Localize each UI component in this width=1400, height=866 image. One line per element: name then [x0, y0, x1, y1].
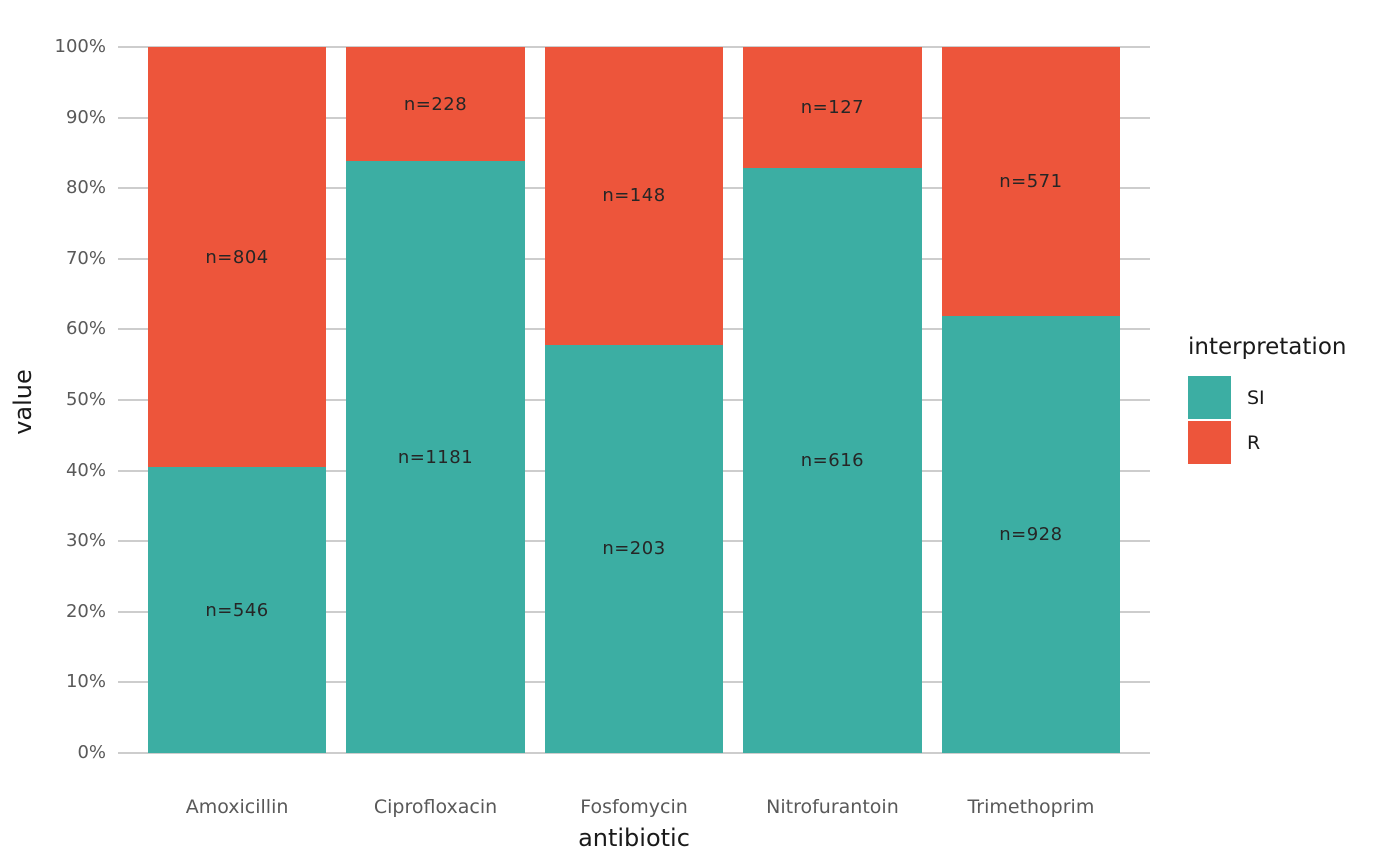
y-tick-label-70%: 70% [65, 247, 106, 269]
count-label-ciprofloxacin-r: n=228 [403, 93, 468, 115]
count-label-fosfomycin-si: n=203 [602, 538, 666, 560]
plot-panel: n=804 n=546 n=228 n=1181 n=148 n=203 n=127 n=61… [118, 46, 1150, 754]
count-label-trimethoprim-si: n=928 [999, 523, 1063, 545]
x-tick-label-fosfomycin: Fosfomycin [580, 796, 688, 818]
y-tick-label-0%: 0% [77, 742, 106, 763]
count-label-nitrofurantoin-si: n=616 [800, 449, 865, 471]
x-tick-label-amoxicillin: Amoxicillin [185, 796, 289, 818]
count-label-ciprofloxacin-si: n=1181 [397, 446, 474, 468]
segment-trimethoprim-r: n=571 [941, 47, 1121, 316]
segment-ciprofloxacin-r: n=228 [346, 47, 525, 162]
y-tick-label-100%: 100% [54, 36, 106, 57]
count-label-amoxicillin-si: n=546 [205, 599, 269, 621]
segment-ciprofloxacin-si: n=1181 [346, 161, 525, 753]
y-axis-title: value [9, 369, 37, 435]
bar-nitrofurantoin: n=127 n=616 [743, 47, 922, 753]
bar-amoxicillin: n=804 n=546 [147, 47, 327, 753]
legend-label-r: R [1247, 431, 1261, 454]
segment-nitrofurantoin-r: n=127 [743, 47, 922, 168]
y-tick-label-80%: 80% [65, 177, 106, 199]
y-tick-label-50%: 50% [65, 389, 106, 410]
y-tick-label-60%: 60% [65, 318, 106, 340]
segment-fosfomycin-r: n=148 [544, 47, 724, 345]
segment-amoxicillin-r: n=804 [147, 47, 327, 468]
count-label-fosfomycin-r: n=148 [602, 185, 666, 207]
bar-trimethoprim: n=571 n=928 [941, 47, 1121, 753]
y-tick-label-10%: 10% [65, 671, 106, 693]
y-tick-label-30%: 30% [65, 530, 106, 552]
legend-entry-si: SI [1188, 376, 1346, 419]
bar-fosfomycin: n=148 n=203 [544, 47, 724, 753]
x-tick-label-nitrofurantoin: Nitrofurantoin [766, 796, 899, 818]
segment-fosfomycin-si: n=203 [544, 344, 724, 753]
segment-trimethoprim-si: n=928 [941, 315, 1121, 753]
legend-title: interpretation [1188, 334, 1347, 360]
legend-entries: SI R [1188, 376, 1346, 464]
gridline-0% [118, 752, 1150, 754]
legend-swatch-r [1188, 421, 1231, 464]
y-tick-label-90%: 90% [65, 106, 106, 128]
count-label-nitrofurantoin-r: n=127 [800, 96, 865, 118]
legend-label-si: SI [1247, 386, 1265, 409]
segment-nitrofurantoin-si: n=616 [743, 167, 922, 753]
segment-amoxicillin-si: n=546 [147, 467, 327, 753]
legend: interpretation SI R [1188, 334, 1346, 466]
legend-swatch-si [1188, 376, 1231, 419]
count-label-amoxicillin-r: n=804 [205, 246, 269, 268]
x-axis-title: antibiotic [578, 824, 690, 852]
y-tick-label-20%: 20% [65, 600, 106, 622]
legend-entry-r: R [1188, 421, 1346, 464]
x-tick-label-trimethoprim: Trimethoprim [967, 796, 1095, 818]
x-tick-label-ciprofloxacin: Ciprofloxacin [373, 796, 498, 818]
bar-ciprofloxacin: n=228 n=1181 [346, 47, 525, 753]
y-tick-label-40%: 40% [65, 459, 106, 481]
count-label-trimethoprim-r: n=571 [999, 170, 1063, 192]
